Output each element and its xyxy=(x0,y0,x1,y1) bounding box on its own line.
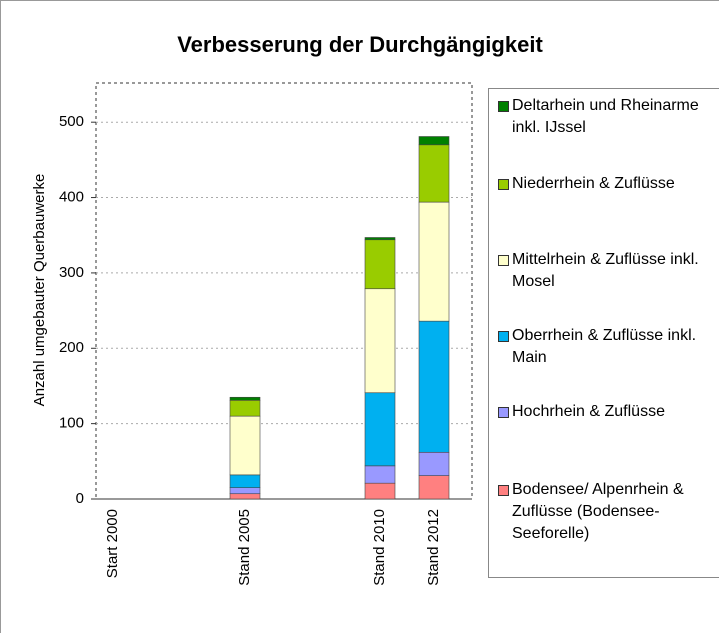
legend-item: Deltarhein und Rheinarme inkl. IJssel xyxy=(498,95,719,139)
legend-swatch xyxy=(498,101,509,112)
legend-label: Mittelrhein & Zuflüsse inkl. Mosel xyxy=(512,251,699,290)
bar-segment xyxy=(229,474,261,488)
bar-segment xyxy=(229,415,261,476)
y-axis-label: Anzahl umgebauter Querbauwerke xyxy=(31,174,48,407)
bar-segment xyxy=(229,396,261,401)
legend-item: Bodensee/ Alpenrhein & Zuflüsse (Bodense… xyxy=(498,479,719,545)
bar-segment xyxy=(364,392,396,467)
bar-segment xyxy=(418,201,450,322)
legend-swatch xyxy=(498,485,509,496)
legend-swatch xyxy=(498,255,509,266)
legend-label: Bodensee/ Alpenrhein & Zuflüsse (Bodense… xyxy=(512,481,684,542)
x-tick-label: Stand 2010 xyxy=(371,509,388,586)
legend-item: Oberrhein & Zuflüsse inkl. Main xyxy=(498,325,719,369)
y-tick-label: 100 xyxy=(59,415,84,432)
legend-item: Niederrhein & Zuflüsse xyxy=(498,173,719,195)
bar-segment xyxy=(364,465,396,484)
legend-label: Deltarhein und Rheinarme inkl. IJssel xyxy=(512,97,699,136)
y-tick-label: 0 xyxy=(76,490,84,507)
bar-segment xyxy=(229,399,261,417)
legend-label: Niederrhein & Zuflüsse xyxy=(512,175,675,192)
legend-label: Hochrhein & Zuflüsse xyxy=(512,403,665,420)
bar-segment xyxy=(364,288,396,394)
x-tick-label: Start 2000 xyxy=(104,509,121,578)
legend: Deltarhein und Rheinarme inkl. IJssel Nie… xyxy=(488,88,719,578)
bar-segment xyxy=(229,493,261,500)
legend-swatch xyxy=(498,179,509,190)
x-tick-label: Stand 2005 xyxy=(236,509,253,586)
plot-area xyxy=(95,82,473,500)
bar-segment xyxy=(418,451,450,476)
legend-label: Oberrhein & Zuflüsse inkl. Main xyxy=(512,327,697,366)
bar-segment xyxy=(418,320,450,453)
bar-segment xyxy=(364,482,396,500)
bar-segment xyxy=(229,487,261,495)
bar-segment xyxy=(364,239,396,290)
y-tick-label: 200 xyxy=(59,339,84,356)
y-tick-label: 400 xyxy=(59,189,84,206)
bar-segment xyxy=(418,475,450,500)
y-tick-label: 300 xyxy=(59,264,84,281)
y-tick-label: 500 xyxy=(59,113,84,130)
legend-item: Hochrhein & Zuflüsse xyxy=(498,401,719,423)
legend-swatch xyxy=(498,331,509,342)
legend-item: Mittelrhein & Zuflüsse inkl. Mosel xyxy=(498,249,719,293)
bar-segment xyxy=(364,237,396,241)
chart-title: Verbesserung der Durchgängigkeit xyxy=(177,32,543,57)
bar-segment xyxy=(418,136,450,146)
bar-segment xyxy=(418,144,450,203)
x-tick-label: Stand 2012 xyxy=(425,509,442,586)
legend-swatch xyxy=(498,407,509,418)
